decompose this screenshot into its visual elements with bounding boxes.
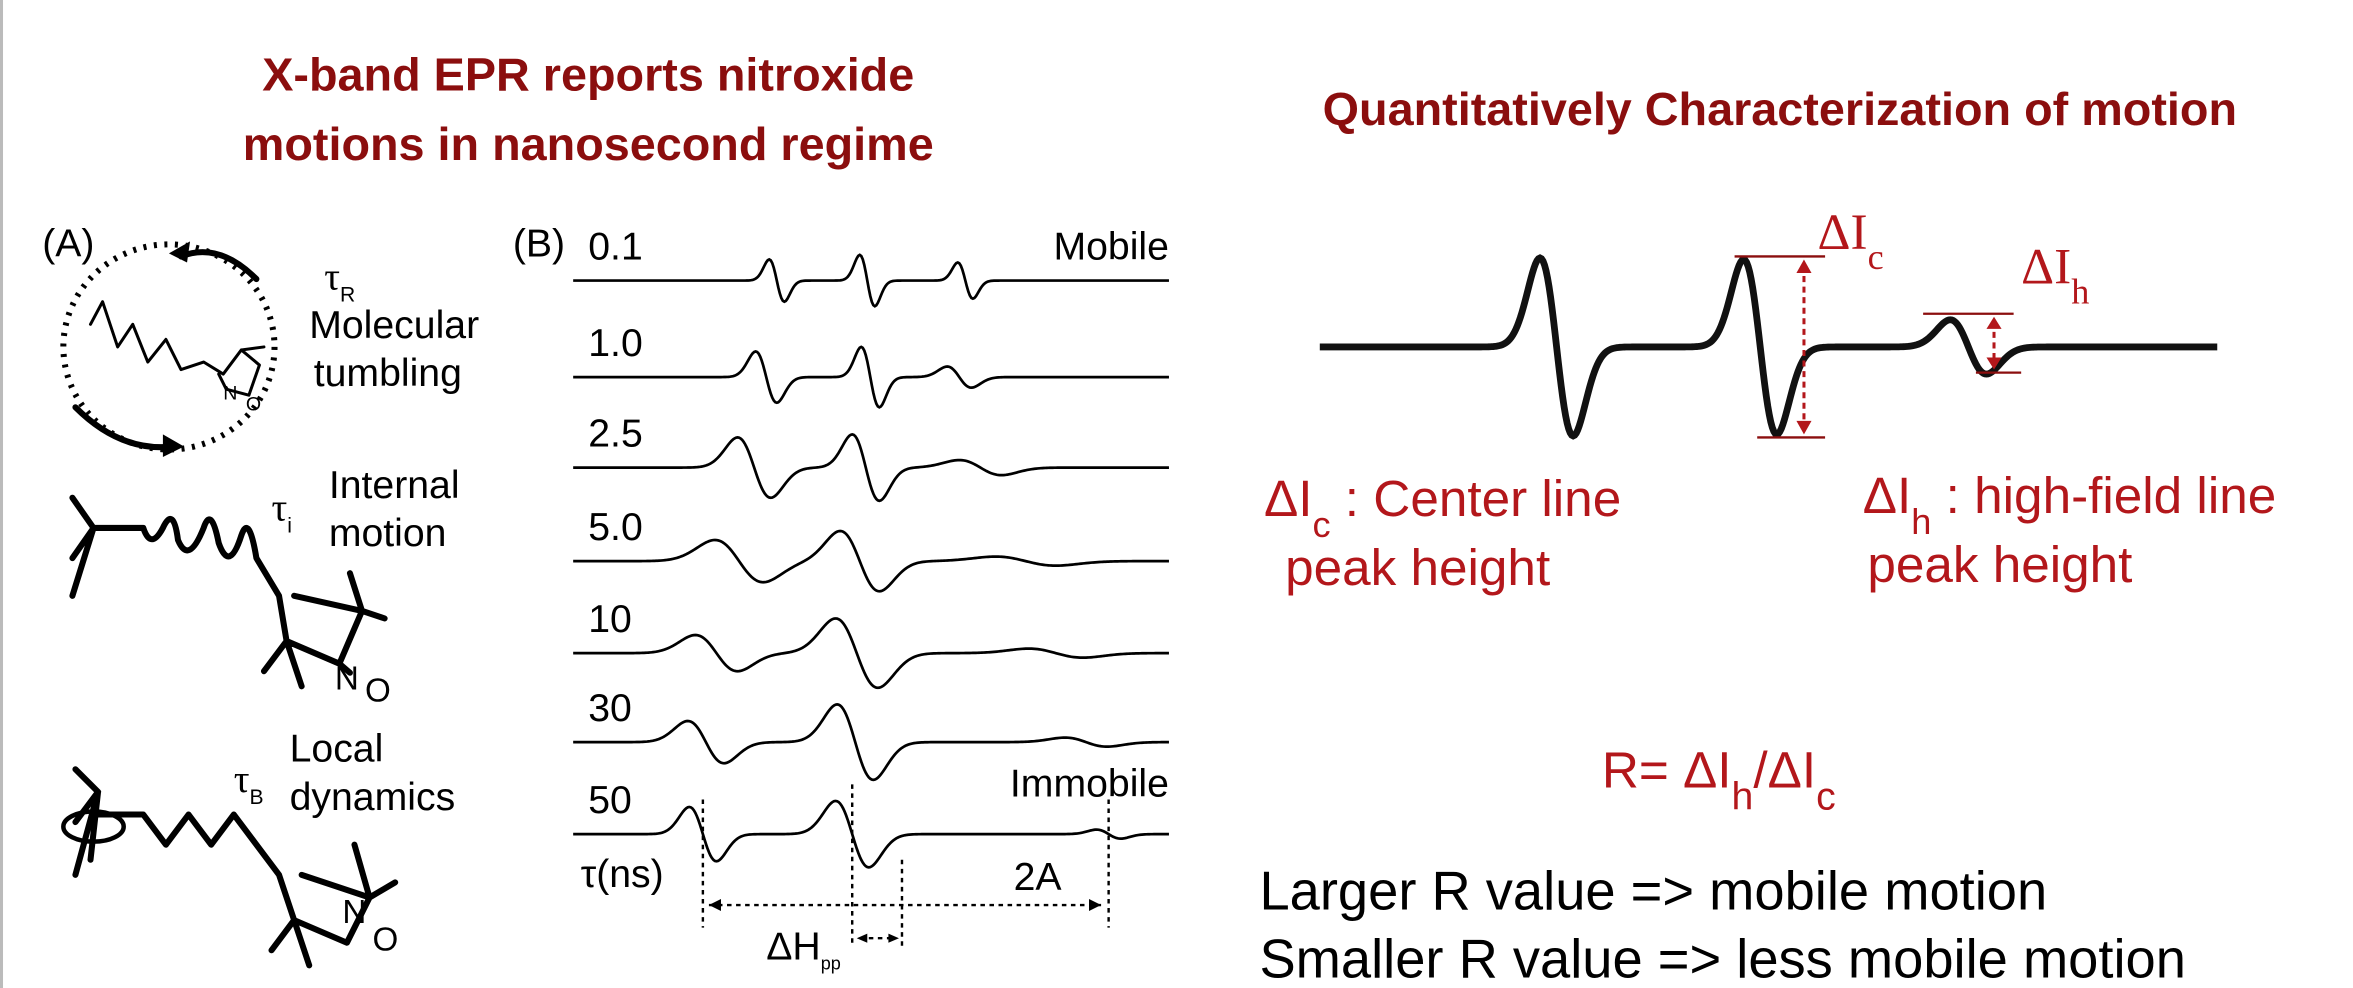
spectra: 0.1 1.0 2.5 5.0 10 30 50 bbox=[573, 225, 1169, 869]
subscript: c bbox=[1868, 237, 1884, 277]
arrow bbox=[177, 249, 260, 283]
motion-label: dynamics bbox=[290, 776, 456, 819]
tau-value: 50 bbox=[588, 779, 632, 822]
ratio-formula: R= ΔIh/ΔIc bbox=[1602, 741, 1836, 818]
subscript: h bbox=[1911, 500, 1931, 541]
rotation-ring bbox=[61, 809, 126, 844]
atom-label: O bbox=[373, 921, 399, 958]
ratio: /ΔI bbox=[1753, 741, 1816, 798]
tau-value: 30 bbox=[588, 687, 632, 730]
mobile-label: Mobile bbox=[1053, 225, 1169, 268]
delta-i: ΔI bbox=[1264, 470, 1313, 527]
subscript: c bbox=[1816, 775, 1836, 818]
motion-label: tumbling bbox=[314, 352, 462, 395]
axis-label: τ(ns) bbox=[581, 853, 664, 896]
arrowhead bbox=[708, 898, 1102, 912]
tau-value: 1.0 bbox=[588, 322, 643, 365]
atom-label: O bbox=[246, 393, 261, 415]
definition: ΔIc : Center line bbox=[1264, 470, 1621, 544]
delta-ih-label: ΔIh bbox=[2021, 239, 2089, 312]
definition-text: : Center line bbox=[1331, 470, 1622, 527]
atom-label: N bbox=[335, 660, 359, 697]
arrowhead bbox=[1986, 316, 2002, 370]
atom-label: N bbox=[342, 894, 366, 931]
arrowhead bbox=[168, 241, 191, 263]
epr-trace bbox=[573, 617, 1169, 690]
subscript: h bbox=[2071, 272, 2089, 312]
epr-trace bbox=[573, 253, 1169, 308]
definition-text: : high-field line bbox=[1931, 467, 2276, 524]
arrow bbox=[72, 404, 177, 451]
right-title: Quantitatively Characterization of motio… bbox=[1323, 83, 2237, 135]
epr-trace bbox=[573, 345, 1169, 409]
molecule bbox=[88, 300, 266, 397]
tau-label: τi bbox=[272, 486, 292, 537]
delta-h-sub: pp bbox=[821, 953, 841, 973]
conclusion: Larger R value => mobile motion bbox=[1259, 861, 2047, 922]
subscript: c bbox=[1312, 503, 1330, 544]
arrowhead bbox=[162, 434, 185, 458]
span-label: 2A bbox=[1014, 856, 1063, 899]
panel-label: (A) bbox=[42, 222, 94, 265]
tau-sub: i bbox=[287, 514, 292, 537]
arrowhead bbox=[856, 933, 899, 943]
tau-sub: R bbox=[340, 283, 355, 306]
molecule bbox=[72, 766, 399, 969]
definition: ΔIh : high-field line bbox=[1863, 467, 2276, 541]
subscript: h bbox=[1732, 775, 1754, 818]
definition: peak height bbox=[1867, 536, 2132, 593]
definition: peak height bbox=[1285, 539, 1550, 596]
spectrum bbox=[1319, 254, 2218, 440]
motion-label: Local bbox=[290, 728, 384, 771]
epr-trace bbox=[573, 799, 1169, 869]
tau: τ bbox=[324, 256, 340, 299]
conclusion: Smaller R value => less mobile motion bbox=[1259, 928, 2185, 988]
delta-h: ΔH bbox=[766, 925, 820, 968]
atom-label: N bbox=[223, 383, 237, 405]
tau-value: 2.5 bbox=[588, 412, 643, 455]
tau-sub: B bbox=[250, 785, 264, 808]
ratio: R= ΔI bbox=[1602, 741, 1732, 798]
tau: τ bbox=[272, 486, 288, 529]
motion-label: Internal bbox=[329, 464, 460, 507]
epr-trace bbox=[573, 433, 1169, 503]
epr-trace bbox=[573, 703, 1169, 782]
delta-i: ΔI bbox=[2021, 239, 2071, 296]
tau-value: 0.1 bbox=[588, 225, 643, 268]
atom-label: O bbox=[365, 672, 391, 709]
span-label: ΔHpp bbox=[766, 925, 841, 973]
tau-label: τB bbox=[234, 758, 264, 809]
motion-label: motion bbox=[329, 512, 447, 555]
delta-i: ΔI bbox=[1863, 467, 1912, 524]
tau-value: 5.0 bbox=[588, 506, 643, 549]
panel-label: (B) bbox=[513, 222, 565, 265]
molecule bbox=[69, 494, 388, 690]
tumbling-ring bbox=[60, 241, 278, 453]
delta-ic-label: ΔIc bbox=[1818, 204, 1884, 277]
motion-label: Molecular bbox=[309, 304, 479, 347]
epr-trace bbox=[573, 529, 1169, 593]
tau-label: τR bbox=[324, 256, 355, 307]
immobile-label: Immobile bbox=[1010, 762, 1169, 805]
delta-i: ΔI bbox=[1818, 204, 1868, 261]
left-title: X-band EPR reports nitroxide bbox=[262, 49, 914, 101]
tau-value: 10 bbox=[588, 598, 632, 641]
tau: τ bbox=[234, 758, 250, 801]
left-title: motions in nanosecond regime bbox=[243, 118, 934, 170]
